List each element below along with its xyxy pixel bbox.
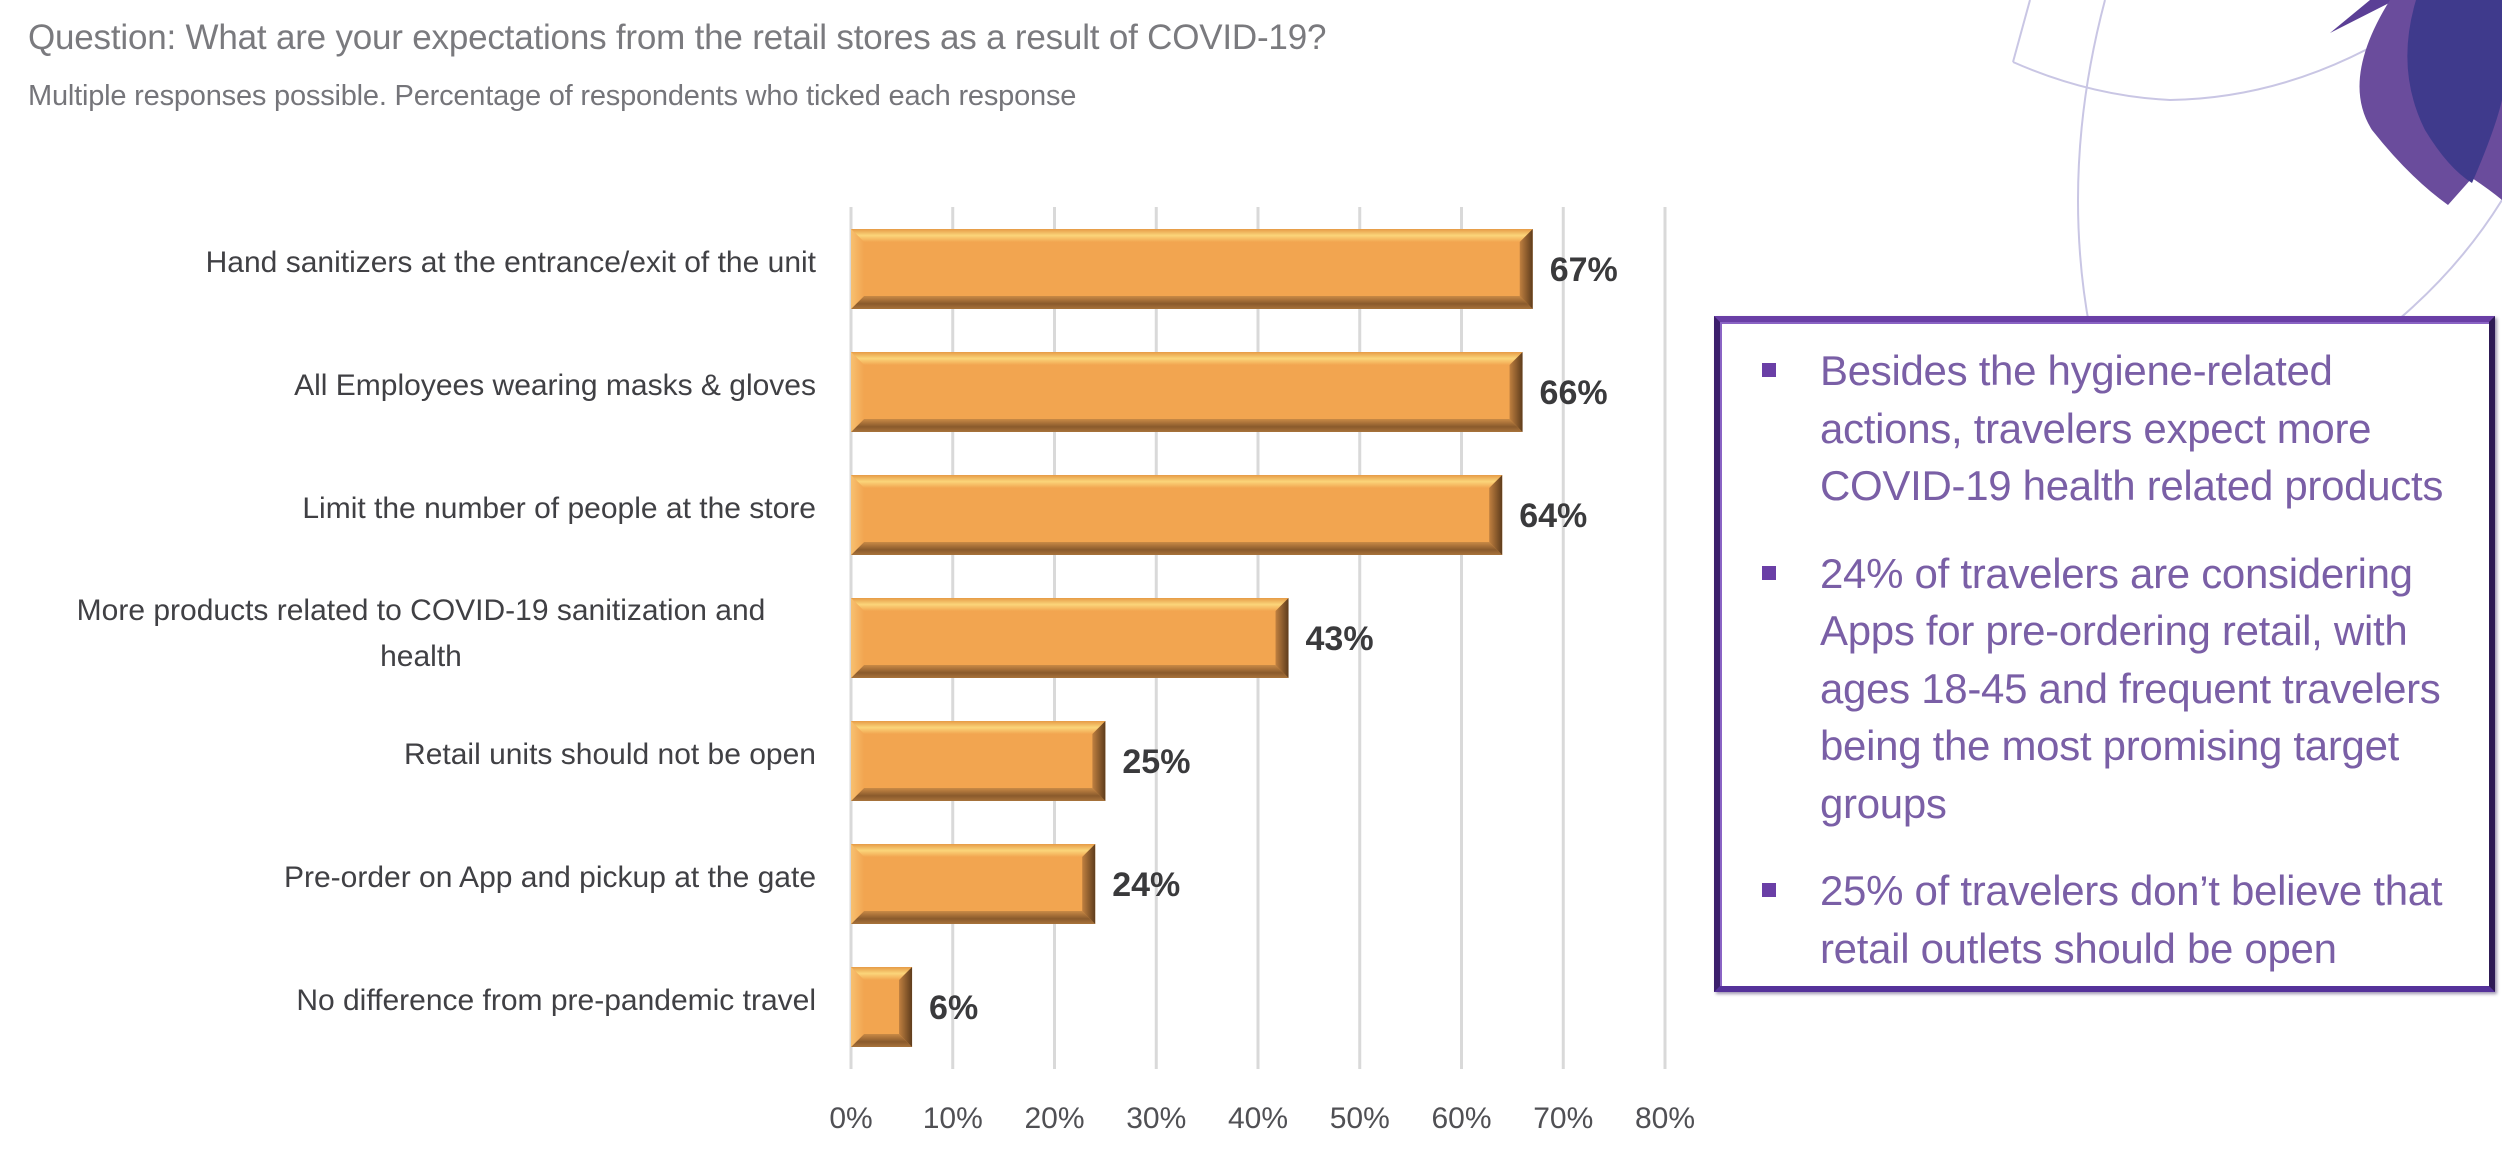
x-tick-label: 20%: [1024, 1102, 1084, 1135]
x-tick-label: 30%: [1126, 1102, 1186, 1135]
bar-bevel-top: [851, 844, 1096, 857]
key-finding-item: 25% of travelers don’t believe that reta…: [1740, 862, 2459, 977]
chart-title: Question: What are your expectations fro…: [28, 18, 1327, 57]
bar-chart: Hand sanitizers at the entrance/exit of …: [77, 207, 1695, 1135]
bar-face: [851, 844, 1096, 924]
category-label: No difference from pre-pandemic travel: [296, 984, 816, 1017]
bar-face: [851, 475, 1503, 555]
x-tick-label: 10%: [923, 1102, 983, 1135]
bar-bevel-bottom: [851, 542, 1503, 555]
bar-bevel-right: [1519, 229, 1533, 309]
bar-bevel-bottom: [851, 1034, 913, 1047]
bar-bevel-right: [1092, 721, 1106, 801]
logo-petal-inner: [2407, 0, 2502, 183]
bar-bevel-bottom: [851, 665, 1289, 678]
square-bullet-icon: [1762, 565, 1776, 580]
data-label: 66%: [1540, 374, 1608, 412]
bar-bevel-left: [851, 475, 864, 555]
x-tick-label: 50%: [1330, 1102, 1390, 1135]
square-bullet-icon: [1762, 363, 1776, 377]
data-label: 43%: [1306, 620, 1374, 658]
bar-bevel-bottom: [851, 911, 1096, 924]
x-tick-label: 80%: [1635, 1102, 1695, 1135]
bar-bevel-top: [851, 352, 1523, 365]
decorative-arc: [2012, 0, 2031, 63]
bar-bevel-left: [851, 598, 864, 678]
bar: [851, 475, 1503, 555]
bar: [851, 352, 1523, 432]
bar-bevel-bottom: [851, 296, 1533, 309]
key-findings-list: Besides the hygiene-related actions, tra…: [1740, 342, 2459, 977]
data-label: 64%: [1519, 497, 1587, 535]
x-tick-label: 0%: [829, 1102, 872, 1135]
bar-bevel-left: [851, 352, 864, 432]
category-label: More products related to COVID-19 saniti…: [77, 594, 766, 673]
data-label: 25%: [1122, 743, 1190, 781]
bar-bevel-right: [1275, 598, 1289, 678]
category-label: Limit the number of people at the store: [302, 492, 816, 525]
category-label-line: More products related to COVID-19 saniti…: [77, 594, 766, 627]
bar-bevel-bottom: [851, 788, 1106, 801]
square-bullet-icon: [1762, 883, 1776, 897]
bar: [851, 598, 1289, 678]
key-finding-text: 25% of travelers don’t believe that reta…: [1820, 867, 2443, 972]
chart-subtitle: Multiple responses possible. Percentage …: [28, 80, 1077, 112]
key-finding-item: 24% of travelers are considering Apps fo…: [1740, 545, 2459, 833]
category-label-line: health: [380, 640, 462, 673]
data-label: 24%: [1112, 866, 1180, 904]
bar-bevel-left: [851, 844, 864, 924]
bar: [851, 229, 1533, 309]
bar: [851, 967, 913, 1047]
logo-petal-outer: [2359, 0, 2502, 205]
bar-bevel-top: [851, 229, 1533, 242]
logo-spike-shape: [2330, 0, 2395, 33]
key-finding-text: 24% of travelers are considering Apps fo…: [1820, 549, 2441, 827]
bar: [851, 844, 1096, 924]
bar: [851, 721, 1106, 801]
x-tick-label: 40%: [1228, 1102, 1288, 1135]
bar-bevel-top: [851, 598, 1289, 611]
bar-bevel-right: [1489, 475, 1503, 555]
bar-bevel-right: [1082, 844, 1096, 924]
key-finding-item: Besides the hygiene-related actions, tra…: [1740, 342, 2459, 515]
key-findings-box: Besides the hygiene-related actions, tra…: [1714, 316, 2495, 992]
bar-bevel-left: [851, 229, 864, 309]
bar-bevel-right: [1509, 352, 1523, 432]
category-label: All Employees wearing masks & gloves: [294, 369, 816, 402]
bar-face: [851, 229, 1533, 309]
x-tick-label: 60%: [1431, 1102, 1491, 1135]
bar-face: [851, 721, 1106, 801]
category-label: Retail units should not be open: [404, 738, 816, 771]
bar-bevel-top: [851, 475, 1503, 488]
key-finding-text: Besides the hygiene-related actions, tra…: [1820, 347, 2444, 509]
bar-face: [851, 352, 1523, 432]
bar-bevel-right: [899, 967, 913, 1047]
data-label: 6%: [929, 989, 978, 1027]
category-label: Pre-order on App and pickup at the gate: [284, 861, 816, 894]
bar-bevel-top: [851, 967, 913, 980]
bar-bevel-left: [851, 967, 864, 1047]
x-tick-label: 70%: [1533, 1102, 1593, 1135]
data-label: 67%: [1550, 251, 1618, 289]
decorative-arc: [2012, 17, 2421, 102]
bar-bevel-left: [851, 721, 864, 801]
bar-face: [851, 598, 1289, 678]
bar-bevel-bottom: [851, 419, 1523, 432]
category-label: Hand sanitizers at the entrance/exit of …: [206, 246, 817, 279]
bar-bevel-top: [851, 721, 1106, 734]
